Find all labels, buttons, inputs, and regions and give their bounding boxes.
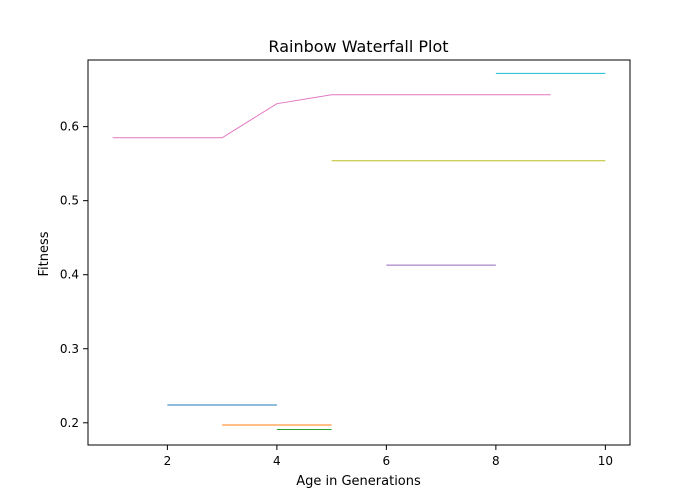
x-axis-label: Age in Generations (296, 474, 421, 489)
y-tick-label: 0.4 (60, 268, 79, 282)
series-layer (112, 72, 606, 430)
x-tick-label: 8 (492, 454, 500, 468)
y-tick-label: 0.5 (60, 194, 79, 208)
y-tick-label: 0.6 (60, 120, 79, 134)
y-tick-label: 0.3 (60, 342, 79, 356)
x-tick-label: 2 (164, 454, 172, 468)
chart-title: Rainbow Waterfall Plot (268, 37, 448, 56)
x-tick-label: 4 (273, 454, 281, 468)
x-tick-label: 6 (383, 454, 391, 468)
plot-frame (87, 59, 631, 446)
x-tick-label: 10 (598, 454, 613, 468)
y-ticks: 0.2 0.3 0.4 0.5 0.6 (60, 120, 88, 430)
y-tick-label: 0.2 (60, 416, 79, 430)
series-line-5 (112, 94, 551, 139)
y-axis-label: Fitness (37, 231, 52, 276)
x-ticks: 2 4 6 8 10 (164, 445, 613, 468)
